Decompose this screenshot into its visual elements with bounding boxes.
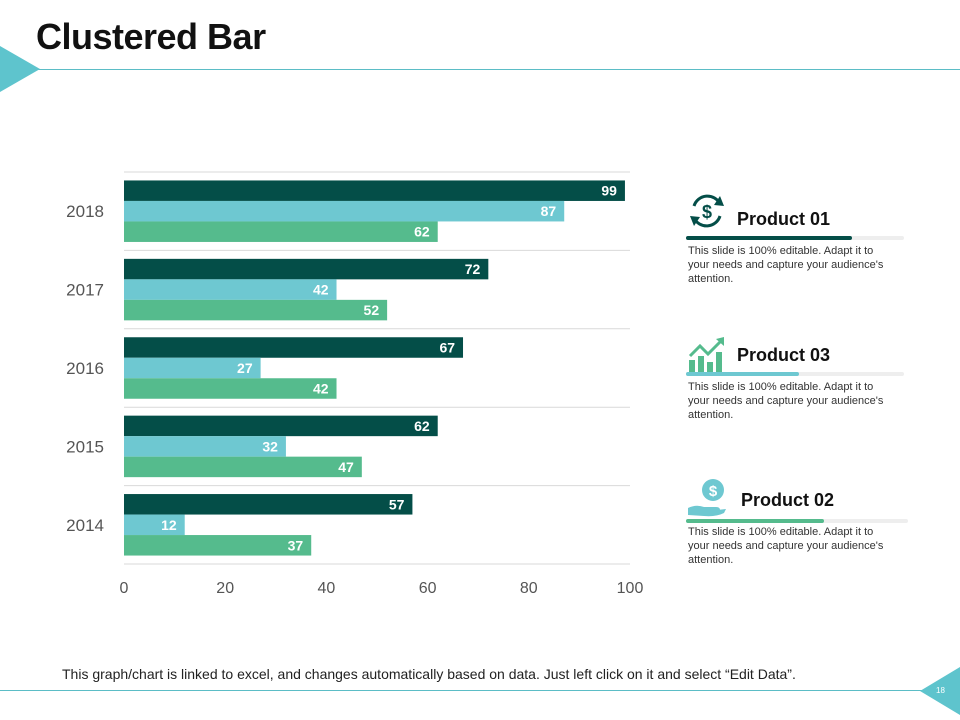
y-tick-label: 2014: [66, 516, 104, 535]
bar-data-label: 42: [313, 381, 329, 397]
legend-progress-track: [686, 372, 904, 376]
bar[interactable]: [124, 494, 413, 515]
svg-text:$: $: [702, 202, 712, 222]
bar-data-label: 32: [262, 438, 278, 454]
bar[interactable]: [124, 180, 625, 201]
legend-progress-fill: [686, 236, 852, 240]
legend-progress-fill: [686, 519, 824, 523]
legend-name: Product 01: [737, 209, 831, 229]
bar[interactable]: [124, 514, 185, 536]
legend-description: This slide is 100% editable. Adapt it to…: [688, 381, 884, 421]
bar-data-label: 57: [389, 496, 405, 512]
y-tick-label: 2017: [66, 281, 104, 300]
bar-data-label: 67: [439, 340, 455, 356]
x-tick-label: 80: [520, 580, 538, 597]
x-tick-label: 100: [617, 580, 644, 597]
legend-progress-track: [686, 519, 908, 523]
footer-note: This graph/chart is linked to excel, and…: [62, 666, 796, 682]
bar[interactable]: [124, 415, 438, 437]
bar-data-label: 47: [338, 459, 354, 475]
bar[interactable]: [124, 258, 489, 280]
page-number: 18: [936, 686, 945, 695]
y-tick-label: 2016: [66, 359, 104, 378]
bar[interactable]: [124, 279, 337, 300]
bar-data-label: 42: [313, 282, 329, 298]
x-tick-label: 40: [318, 580, 336, 597]
bar[interactable]: [124, 535, 312, 556]
header-divider: [0, 69, 960, 70]
bar-data-label: 12: [161, 517, 177, 533]
y-tick-label: 2015: [66, 437, 104, 456]
bar-data-label: 52: [364, 302, 380, 318]
dollar-cycle-icon: $: [690, 194, 724, 228]
legend-name: Product 03: [737, 345, 831, 365]
bar[interactable]: [124, 200, 565, 222]
bar-data-label: 62: [414, 418, 430, 434]
bar[interactable]: [124, 456, 362, 478]
svg-text:$: $: [709, 483, 718, 500]
bar-data-label: 87: [541, 203, 557, 219]
bar-data-label: 37: [288, 537, 304, 553]
bar-data-label: 72: [465, 261, 481, 277]
bar[interactable]: [124, 221, 438, 242]
y-tick-label: 2018: [66, 202, 104, 221]
footer-divider: [0, 690, 960, 691]
page-number-triangle: [920, 667, 960, 715]
header-triangle-decoration: [0, 46, 40, 92]
legend-description: This slide is 100% editable. Adapt it to…: [688, 245, 884, 285]
bar[interactable]: [124, 378, 337, 399]
legend-progress-fill: [686, 372, 800, 376]
slide-title: Clustered Bar: [36, 16, 266, 57]
legend-description: This slide is 100% editable. Adapt it to…: [688, 526, 884, 566]
bar[interactable]: [124, 337, 464, 358]
growth-chart-icon: [688, 337, 724, 372]
legend-progress-track: [686, 236, 904, 240]
x-tick-label: 20: [216, 580, 234, 597]
x-tick-label: 60: [419, 580, 437, 597]
bar-data-label: 27: [237, 360, 253, 376]
bar[interactable]: [124, 299, 388, 321]
legend-name: Product 02: [741, 490, 835, 510]
bar-data-label: 62: [414, 224, 430, 240]
bar-data-label: 99: [601, 183, 617, 199]
x-tick-label: 0: [120, 580, 129, 597]
dollar-hand-icon: $: [688, 479, 726, 517]
bar[interactable]: [124, 436, 286, 457]
bar[interactable]: [124, 357, 261, 379]
